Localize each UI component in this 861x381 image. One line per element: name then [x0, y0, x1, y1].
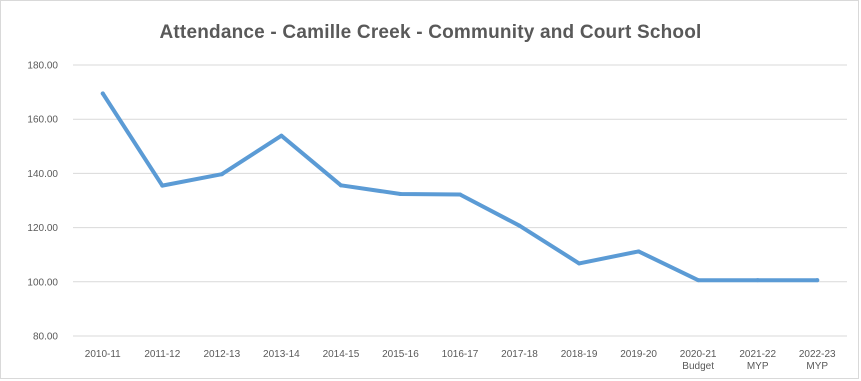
data-point [755, 278, 760, 283]
y-tick-label: 160.00 [27, 115, 58, 126]
x-tick-label: 2019-20 [620, 349, 657, 360]
x-tick-label-line: 2020-21 [680, 349, 717, 360]
x-tick-label-line: 2012-13 [203, 349, 240, 360]
x-tick-label: 2018-19 [561, 349, 598, 360]
x-tick-label-line: 2021-22 [739, 349, 776, 360]
data-point [577, 261, 582, 266]
data-point [696, 278, 701, 283]
chart-title: Attendance - Camille Creek - Community a… [159, 22, 702, 43]
x-tick-label-line: 2013-14 [263, 349, 300, 360]
x-tick-label-line: 2019-20 [620, 349, 657, 360]
x-tick-label: 2010-11 [85, 349, 121, 360]
data-point [636, 249, 641, 254]
x-tick-label-line: 2014-15 [323, 349, 360, 360]
x-tick-label: 1016-17 [442, 349, 479, 360]
x-tick-label: 2017-18 [501, 349, 538, 360]
x-axis-ticks: 2010-11 2011-12 2012-13 2013-14 2014-15 2015-… [85, 349, 836, 372]
x-tick-label-line: Budget [682, 361, 714, 372]
x-tick-label-line: 2011-12 [144, 349, 180, 360]
x-tick-label: 2012-13 [203, 349, 240, 360]
series-layer [100, 91, 820, 283]
x-tick-label-line: 2010-11 [85, 349, 121, 360]
x-tick-label-line: MYP [806, 361, 828, 372]
data-point [458, 192, 462, 197]
data-point [219, 172, 224, 177]
data-point [815, 278, 820, 283]
x-tick-label-line: MYP [747, 361, 769, 372]
x-tick-label-line: 1016-17 [442, 349, 479, 360]
x-tick-label: 2015-16 [382, 349, 419, 360]
x-tick-label: 2014-15 [323, 349, 360, 360]
x-tick-label-line: 2015-16 [382, 349, 419, 360]
data-point [160, 183, 165, 188]
x-tick-label: 2013-14 [263, 349, 300, 360]
x-tick-label-line: 2022-23 [799, 349, 836, 360]
y-tick-label: 180.00 [27, 61, 58, 72]
data-point [338, 183, 343, 188]
x-tick-label-line: 2018-19 [561, 349, 598, 360]
data-point [100, 91, 105, 96]
x-tick-label: 2022-23 MYP [799, 349, 836, 372]
x-tick-label: 2011-12 [144, 349, 180, 360]
y-axis-ticks: 80.00 100.00 120.00 140.00 160.00 180.00 [27, 61, 58, 343]
data-point [279, 133, 284, 138]
data-point [517, 223, 522, 228]
x-tick-label-line: 2017-18 [501, 349, 538, 360]
series-line [100, 91, 820, 283]
gridlines [73, 64, 847, 337]
x-tick-label: 2020-21 Budget [680, 349, 717, 372]
y-tick-label: 120.00 [27, 223, 58, 234]
y-tick-label: 100.00 [27, 277, 58, 288]
x-tick-label: 2021-22 MYP [739, 349, 776, 372]
y-tick-label: 80.00 [33, 332, 58, 343]
y-tick-label: 140.00 [27, 169, 58, 180]
data-point [398, 191, 403, 196]
